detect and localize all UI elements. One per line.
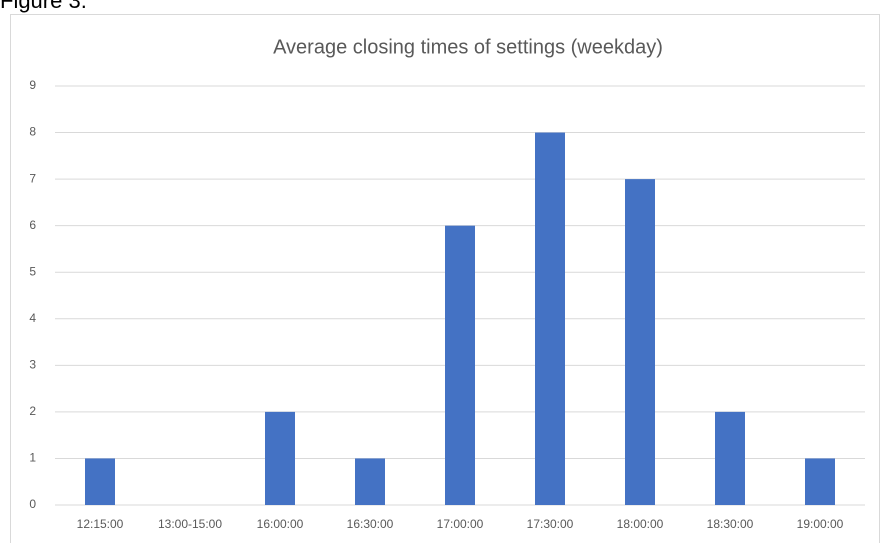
x-tick-label: 16:30:00 [347, 517, 394, 531]
y-tick-label: 5 [29, 264, 36, 278]
y-tick-label: 1 [29, 451, 36, 465]
y-tick-label: 3 [29, 358, 36, 372]
bar [445, 225, 475, 505]
x-tick-label: 19:00:00 [797, 517, 844, 531]
bar [355, 458, 385, 505]
y-tick-label: 2 [29, 404, 36, 418]
y-tick-label: 0 [29, 497, 36, 511]
x-tick-label: 17:30:00 [527, 517, 574, 531]
x-tick-label: 16:00:00 [257, 517, 304, 531]
y-tick-label: 7 [29, 171, 36, 185]
bar [625, 179, 655, 505]
y-tick-label: 9 [29, 78, 36, 92]
bar [85, 458, 115, 505]
x-tick-label: 13:00-15:00 [158, 517, 222, 531]
figure-caption: Figure 3. [0, 0, 87, 13]
bar [535, 132, 565, 506]
bar [715, 411, 745, 505]
x-tick-label: 18:00:00 [617, 517, 664, 531]
y-tick-label: 8 [29, 125, 36, 139]
chart-title: Average closing times of settings (weekd… [273, 36, 663, 58]
x-tick-label: 18:30:00 [707, 517, 754, 531]
bar [805, 458, 835, 505]
y-tick-label: 4 [29, 311, 36, 325]
bar [265, 411, 295, 505]
x-tick-label: 17:00:00 [437, 517, 484, 531]
y-tick-label: 6 [29, 218, 36, 232]
x-tick-label: 12:15:00 [77, 517, 124, 531]
